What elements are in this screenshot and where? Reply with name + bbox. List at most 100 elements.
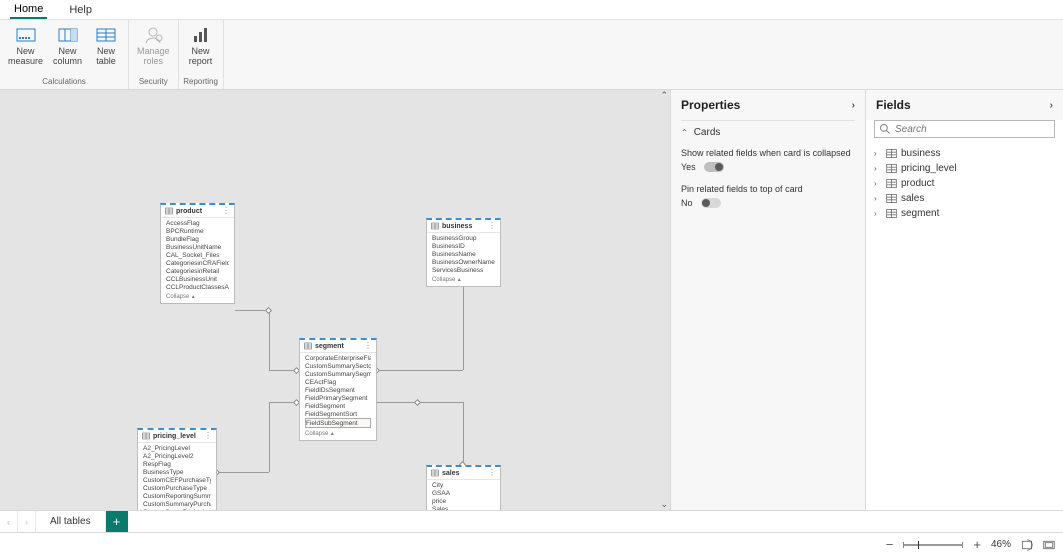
card-more-icon[interactable]: ⋮ <box>364 342 372 350</box>
card-more-icon[interactable]: ⋮ <box>204 432 212 440</box>
card-field[interactable]: BusinessGroup <box>432 234 495 242</box>
ribbon-group-security: Manageroles Security <box>129 20 179 89</box>
properties-panel: Properties › ⌃ Cards Show related fields… <box>670 90 865 510</box>
card-header[interactable]: pricing_level⋮ <box>138 430 216 443</box>
search-box[interactable] <box>874 120 1055 138</box>
card-field[interactable]: RespFlag <box>143 460 211 468</box>
card-field[interactable]: CustomCEFPurchaseType <box>143 476 211 484</box>
card-field[interactable]: CustomSummaryPurchaseType <box>143 500 211 508</box>
card-header[interactable]: product⋮ <box>161 205 234 218</box>
new-measure-button[interactable]: Newmeasure <box>4 24 47 77</box>
card-field[interactable]: BusinessUnitName <box>166 243 229 251</box>
card-field[interactable]: CategoriesinCRAField <box>166 259 229 267</box>
table-icon <box>886 193 897 204</box>
new-column-button[interactable]: Newcolumn <box>49 24 86 77</box>
table-icon <box>886 208 897 219</box>
table-card-product[interactable]: product⋮AccessFlagBPCRuntimeBundleFlagBu… <box>160 203 235 304</box>
card-field[interactable]: price <box>432 497 495 505</box>
card-field[interactable]: FieldIDsSegment <box>305 386 371 394</box>
table-icon <box>93 26 119 44</box>
card-header[interactable]: segment⋮ <box>300 340 376 353</box>
card-field[interactable]: CustomSummarySector <box>305 362 371 370</box>
manage-roles-button[interactable]: Manageroles <box>133 24 174 77</box>
card-field[interactable]: FieldPrimarySegment <box>305 394 371 402</box>
card-field[interactable]: FieldSegment <box>305 402 371 410</box>
fields-table-product[interactable]: ›product <box>872 176 1057 191</box>
card-title: business <box>442 223 472 230</box>
menu-home[interactable]: Home <box>10 1 47 19</box>
table-card-segment[interactable]: segment⋮CorporateEnterpriseFlagCustomSum… <box>299 338 377 441</box>
tab-next-button[interactable]: › <box>18 511 36 532</box>
card-field[interactable]: CustomReportingSummaryPurc... <box>143 492 211 500</box>
tab-add-button[interactable]: + <box>106 511 128 532</box>
full-screen-button[interactable] <box>1043 539 1055 551</box>
card-field[interactable]: CategoriesinRetail <box>166 267 229 275</box>
card-field[interactable]: CorporateEnterpriseFlag <box>305 354 371 362</box>
tab-all-tables[interactable]: All tables <box>36 511 106 532</box>
toggle-show-related[interactable] <box>704 162 724 172</box>
properties-cards-header[interactable]: ⌃ Cards <box>681 120 855 144</box>
table-card-business[interactable]: business⋮BusinessGroupBusinessIDBusiness… <box>426 218 501 287</box>
tab-prev-button[interactable]: ‹ <box>0 511 18 532</box>
card-field[interactable]: City <box>432 481 495 489</box>
scroll-up-icon[interactable]: ⌃ <box>660 90 668 101</box>
card-field[interactable]: CEActFlag <box>305 378 371 386</box>
card-field[interactable]: CustomSummarySegment <box>305 370 371 378</box>
card-field[interactable]: AccessFlag <box>166 219 229 227</box>
card-field[interactable]: CustomPurchaseType <box>143 484 211 492</box>
card-field[interactable]: BundleFlag <box>166 235 229 243</box>
card-field[interactable]: FieldSegmentSort <box>305 410 371 418</box>
card-collapse-button[interactable]: Collapse <box>427 276 500 286</box>
card-header[interactable]: sales⋮ <box>427 467 500 480</box>
card-field[interactable]: A2_PricingLevel2 <box>143 452 211 460</box>
table-card-sales[interactable]: sales⋮CityGSAApriceSalestimeCollapse <box>426 465 501 510</box>
card-collapse-button[interactable]: Collapse <box>161 293 234 303</box>
card-field[interactable]: BusinessName <box>432 250 495 258</box>
new-table-button[interactable]: Newtable <box>88 24 124 77</box>
menu-bar: Home Help <box>0 0 1063 20</box>
card-field[interactable]: GSAA <box>432 489 495 497</box>
search-input[interactable] <box>895 124 1050 135</box>
fields-table-business[interactable]: ›business <box>872 146 1057 161</box>
model-canvas[interactable]: ⌃ ⌄ product⋮AccessFlagBPCRuntimeBundleFl… <box>0 90 670 510</box>
new-measure-label: Newmeasure <box>8 46 43 66</box>
zoom-slider[interactable] <box>903 544 963 546</box>
new-table-label: Newtable <box>96 46 116 66</box>
card-field[interactable]: BusinessID <box>432 242 495 250</box>
fields-table-label: segment <box>901 208 939 219</box>
zoom-value: 46% <box>991 539 1011 550</box>
zoom-in-button[interactable]: + <box>973 537 981 552</box>
card-more-icon[interactable]: ⋮ <box>488 222 496 230</box>
menu-help[interactable]: Help <box>65 2 96 18</box>
fields-table-segment[interactable]: ›segment <box>872 206 1057 221</box>
chevron-right-icon: › <box>874 194 882 203</box>
chevron-right-icon[interactable]: › <box>1050 100 1053 111</box>
card-field[interactable]: FieldSubSegment <box>305 418 371 428</box>
card-field[interactable]: A2_PricingLevel <box>143 444 211 452</box>
fields-header[interactable]: Fields › <box>866 90 1063 120</box>
card-more-icon[interactable]: ⋮ <box>488 469 496 477</box>
card-more-icon[interactable]: ⋮ <box>222 207 230 215</box>
properties-header[interactable]: Properties › <box>671 90 865 120</box>
card-header[interactable]: business ⋮ <box>427 220 500 233</box>
card-field[interactable]: CCLProductClassesAndServices <box>166 283 229 291</box>
table-card-pricing-level[interactable]: pricing_level⋮A2_PricingLevelA2_PricingL… <box>137 428 217 510</box>
card-field[interactable]: BPCRuntime <box>166 227 229 235</box>
card-field[interactable]: ServicesBusiness <box>432 266 495 274</box>
fit-to-page-button[interactable] <box>1021 539 1033 551</box>
table-icon <box>431 222 439 230</box>
card-field[interactable]: BusinessType <box>143 468 211 476</box>
card-collapse-button[interactable]: Collapse <box>300 430 376 440</box>
scroll-down-icon[interactable]: ⌄ <box>660 499 668 510</box>
card-field[interactable]: CCLBusinessUnit <box>166 275 229 283</box>
ribbon-group-security-label: Security <box>133 77 174 87</box>
zoom-out-button[interactable]: − <box>886 537 894 552</box>
card-field[interactable]: CAL_Socket_Files <box>166 251 229 259</box>
fields-table-pricing_level[interactable]: ›pricing_level <box>872 161 1057 176</box>
new-report-button[interactable]: Newreport <box>183 24 219 77</box>
fields-title: Fields <box>876 98 911 112</box>
toggle-pin-related[interactable] <box>701 198 721 208</box>
card-field[interactable]: BusinessOwnerName <box>432 258 495 266</box>
fields-table-sales[interactable]: ›sales <box>872 191 1057 206</box>
chevron-right-icon[interactable]: › <box>852 100 855 111</box>
